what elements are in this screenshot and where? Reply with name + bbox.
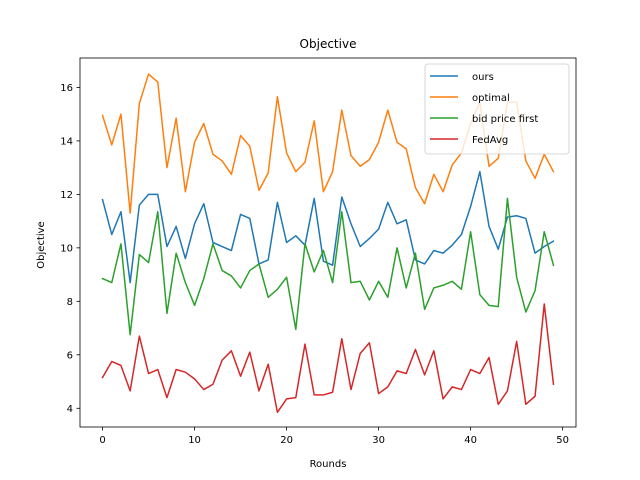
x-tick-label: 30 xyxy=(372,435,385,446)
chart-title: Objective xyxy=(300,37,357,51)
plot-frame xyxy=(79,57,577,428)
legend-box xyxy=(424,63,570,155)
legend-label-3: FedAvg xyxy=(472,135,508,146)
y-axis-label: Objective xyxy=(36,221,47,268)
y-tick-label: 8 xyxy=(67,297,73,308)
x-tick-label: 40 xyxy=(464,435,477,446)
y-tick-label: 16 xyxy=(60,83,73,94)
x-tick-label: 50 xyxy=(556,435,569,446)
legend: ours optimal bid price first FedAvg xyxy=(424,63,570,155)
axes-layer: 0 10 20 30 40 50 4 6 8 10 12 14 16 xyxy=(60,57,577,446)
y-tick-label: 14 xyxy=(60,136,73,147)
x-axis-label: Rounds xyxy=(310,459,347,470)
x-tick-label: 0 xyxy=(99,435,105,446)
series-line-2 xyxy=(101,197,555,336)
y-tick-label: 10 xyxy=(60,243,73,254)
y-tick-label: 6 xyxy=(67,350,73,361)
y-tick-label: 12 xyxy=(60,190,73,201)
y-tick-label: 4 xyxy=(67,404,73,415)
legend-label-1: optimal xyxy=(472,93,510,104)
x-tick-label: 10 xyxy=(188,435,201,446)
legend-label-2: bid price first xyxy=(472,114,538,125)
legend-label-0: ours xyxy=(472,72,494,83)
series-layer xyxy=(101,73,555,414)
series-line-3 xyxy=(101,303,555,414)
series-line-0 xyxy=(101,170,555,284)
x-tick-label: 20 xyxy=(280,435,293,446)
